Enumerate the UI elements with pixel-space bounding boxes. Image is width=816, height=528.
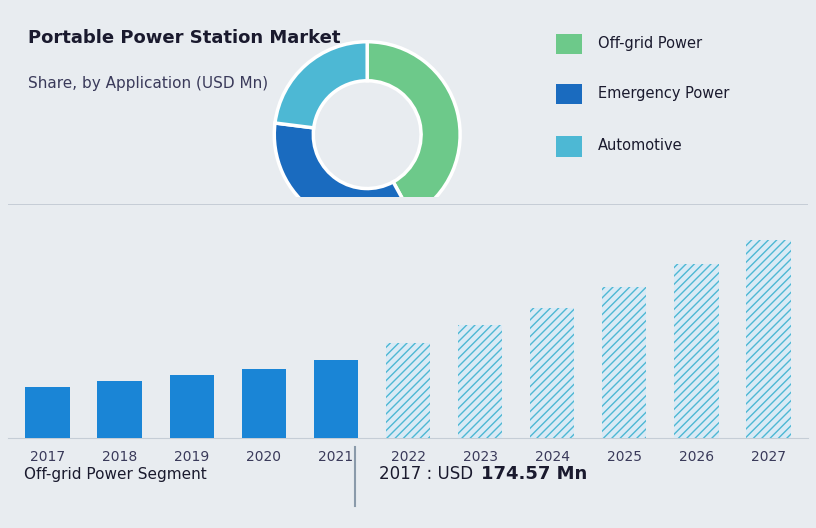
Bar [25,387,70,438]
Bar [746,240,791,438]
Wedge shape [275,42,367,128]
Text: Share, by Application (USD Mn): Share, by Application (USD Mn) [28,76,268,91]
Text: Emergency Power: Emergency Power [597,87,729,101]
Bar [601,287,646,438]
Bar [458,325,503,438]
Bar [313,361,358,438]
Text: 174.57 Mn: 174.57 Mn [481,465,588,483]
FancyBboxPatch shape [556,34,582,54]
Wedge shape [367,42,460,216]
Bar [530,308,574,438]
Wedge shape [274,123,412,228]
Text: Off-grid Power: Off-grid Power [597,36,702,51]
Text: Off-grid Power Segment: Off-grid Power Segment [24,467,207,482]
Bar [170,375,215,438]
Bar [97,381,142,438]
FancyBboxPatch shape [556,84,582,105]
Text: Portable Power Station Market: Portable Power Station Market [28,29,340,47]
Bar [242,369,286,438]
Bar [386,343,430,438]
Text: 2017 : USD: 2017 : USD [379,465,479,483]
Bar [674,263,719,438]
Text: Automotive: Automotive [597,138,682,154]
FancyBboxPatch shape [556,136,582,156]
